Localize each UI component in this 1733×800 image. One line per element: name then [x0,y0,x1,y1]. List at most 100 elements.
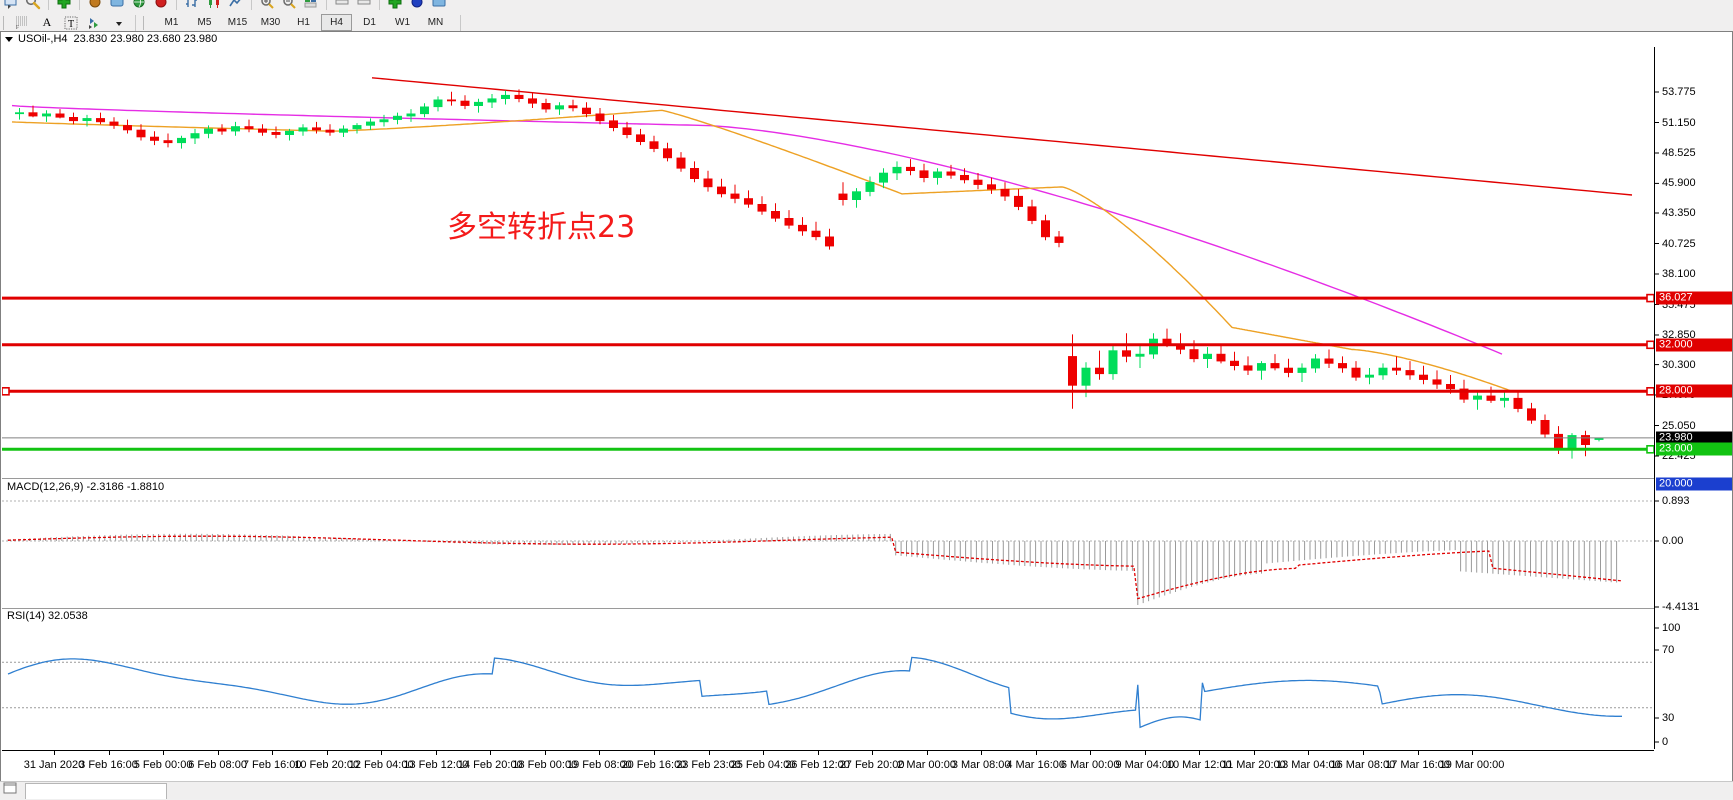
rsi-pane[interactable] [2,624,1654,750]
time-tick [1090,751,1092,755]
price-tick-label: 45.900 [1662,177,1696,190]
timeframe-mn[interactable]: MN [427,17,444,28]
time-tick [1417,751,1419,755]
chart-annotation-text: 多空转折点23 [447,210,636,245]
time-tick-label: 12 Feb 04:00 [348,759,414,771]
price-level-box-36-027[interactable]: 36.027 [1656,291,1732,305]
crosshair-icon[interactable]: F [13,15,33,31]
price-level-box-23-000[interactable]: 23.000 [1656,442,1732,456]
time-tick-label: 31 Jan 2020 [23,759,85,771]
time-tick [1144,751,1146,755]
properties-icon[interactable] [302,0,320,11]
timeframe-d1[interactable]: D1 [363,17,376,28]
zoom-out-icon[interactable] [280,0,298,11]
price-tick-label: 38.100 [1662,268,1696,280]
zoom-icon[interactable] [24,0,42,11]
time-tick-label: 26 Feb 12:00 [785,759,850,771]
macd-pane[interactable] [2,495,1654,617]
macd-axis-label: 0.893 [1662,495,1690,507]
macd-label: MACD(12,26,9) -2.3186 -1.8810 [7,481,165,493]
time-tick-label: 17 Mar 16:00 [1385,759,1450,771]
timeframe-grip[interactable] [143,15,146,30]
time-tick [381,751,383,755]
price-axis-ticks [1655,91,1659,743]
timeframe-h1[interactable]: H1 [297,17,310,28]
price-tick-label: 40.725 [1662,237,1696,250]
chevron-down-icon[interactable] [109,15,129,31]
price-tick-label: 48.525 [1662,147,1696,159]
status-bar-tab[interactable] [25,782,167,799]
timeframe-m5[interactable]: M5 [197,17,212,28]
time-tick [1035,751,1037,755]
macd-plot [2,500,1654,605]
plus-icon[interactable] [55,0,73,11]
template-icon[interactable] [430,0,448,11]
drawing-and-timeframe-toolbar[interactable]: F A T M1 M5 M15 M30 H1 [0,14,1733,32]
price-tick-label: 30.300 [1662,358,1696,371]
time-tick-label: 13 Mar 04:00 [1275,759,1341,771]
objects-icon[interactable] [85,15,105,31]
price-level-box-28-000[interactable]: 28.000 [1656,384,1732,398]
timeframe-w1[interactable]: W1 [395,17,410,28]
timeframe-group[interactable]: M1 M5 M15 M30 H1 H4 D1 W1 MN [155,14,452,31]
time-tick [54,751,55,755]
chart-symbol-label: USOil-,H4 [18,33,68,45]
text-a-icon[interactable]: A [42,15,52,29]
text-label-icon[interactable]: T [61,15,81,31]
timeframe-h4[interactable]: H4 [321,14,352,31]
price-pane[interactable]: 多空转折点23 [2,47,1654,477]
time-tick [981,751,983,755]
toolbar-separator [79,0,80,10]
candle-chart-icon[interactable] [205,0,223,11]
globe-icon[interactable] [130,0,148,11]
time-tick [1308,751,1310,755]
toolbar-separator [460,14,461,31]
stop-icon[interactable] [152,0,170,11]
time-tick-label: 25 Feb 04:00 [730,759,796,771]
time-tick-label: 2 Mar 00:00 [897,759,956,771]
time-tick-label: 6 Feb 08:00 [188,759,247,771]
expert-icon[interactable] [408,0,426,11]
macd-axis-label: -4.4131 [1662,601,1700,613]
shift-icon[interactable] [333,0,351,11]
timeframe-m15[interactable]: M15 [227,17,248,28]
time-tick [1253,751,1255,755]
price-level-box-32-000[interactable]: 32.000 [1656,338,1732,352]
time-tick-label: 3 Feb 16:00 [79,759,138,771]
price-tick-label: 32.850 [1662,329,1696,341]
toolbar-separator [326,0,327,10]
terminal-icon[interactable] [3,782,21,800]
line-chart-icon[interactable] [227,0,245,11]
price-plot [2,77,1654,459]
time-tick [653,751,655,755]
price-level-box-23-980[interactable]: 23.980 [1656,431,1732,445]
time-tick [926,751,928,755]
time-tick [490,751,492,755]
price-axis[interactable]: 53.775 51.150 48.525 45.900 43.350 40.725 38.1… [1654,47,1732,749]
time-tick [1362,751,1364,755]
bar-chart-icon[interactable] [183,0,201,11]
time-tick-label: 19 Mar 00:00 [1439,759,1505,771]
cursor-icon[interactable] [2,0,20,11]
status-bar[interactable] [0,781,1733,799]
main-toolbar[interactable] [0,0,1733,15]
timeframe-m30[interactable]: M30 [260,17,281,28]
svg-text:T: T [68,19,74,30]
rsi-axis-label: 0 [1662,736,1669,748]
time-axis[interactable]: 31 Jan 2020 3 Feb 16:00 5 Feb 00:00 6 Feb 0… [2,750,1654,780]
chart-menu-caret-icon[interactable] [5,36,13,42]
autoscroll-icon[interactable] [355,0,373,11]
add-indicator-icon[interactable] [386,0,404,11]
timeframe-m1[interactable]: M1 [164,17,179,28]
chart-canvas[interactable]: USOil-,H4 23.830 23.980 23.680 23.980 多空… [0,31,1733,782]
zoom-in-icon[interactable] [258,0,276,11]
time-tick-label: 23 Feb 23:00 [676,759,741,771]
time-tick [763,751,764,755]
time-tick-label: 20 Feb 16:00 [621,759,687,771]
sphere-icon[interactable] [86,0,104,11]
time-tick [163,751,165,755]
price-level-box-20-000[interactable]: 20.000 [1656,477,1732,491]
window-icon[interactable] [108,0,126,11]
toolbar-grip[interactable] [3,15,6,30]
